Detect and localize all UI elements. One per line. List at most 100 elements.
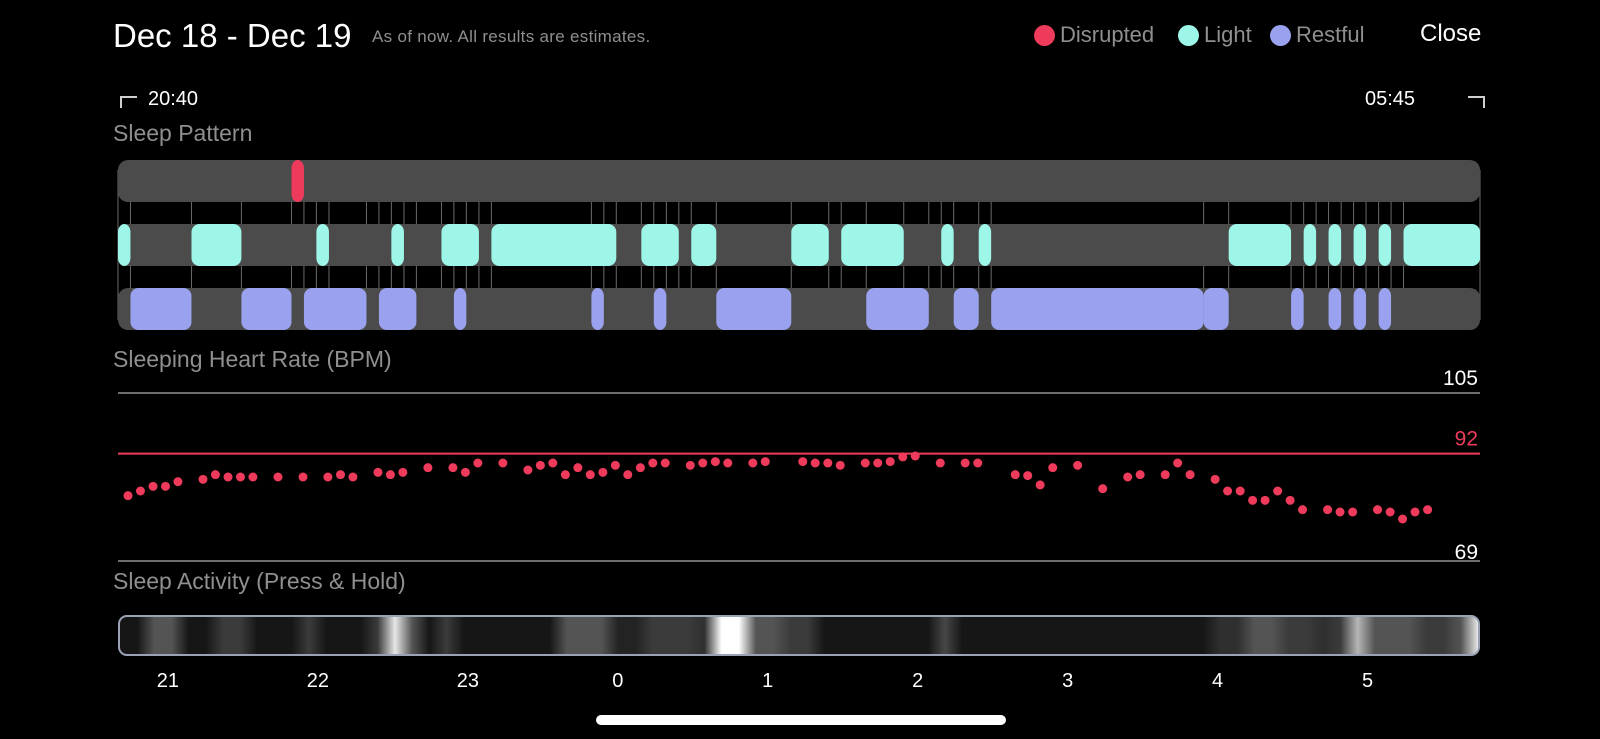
heart-rate-point (1248, 495, 1258, 505)
x-tick-label: 0 (612, 670, 624, 692)
heart-rate-point (810, 458, 820, 468)
heart-rate-point (460, 467, 470, 477)
restful-segment (953, 288, 979, 330)
x-tick-label: 4 (1212, 670, 1224, 692)
heart-rate-point (535, 460, 545, 470)
heart-rate-point (1023, 471, 1033, 481)
heart-rate-point (560, 470, 570, 480)
heart-rate-point (748, 458, 758, 468)
heart-rate-point (973, 458, 983, 468)
heart-rate-point (248, 472, 258, 482)
restful-segment (241, 288, 292, 330)
heart-rate-point (1123, 472, 1133, 482)
heart-rate-point (1173, 458, 1183, 468)
legend-restful: Restful (1270, 22, 1364, 48)
sleep-activity-title: Sleep Activity (Press & Hold) (113, 568, 406, 594)
heart-rate-point (860, 458, 870, 468)
heart-rate-title: Sleeping Heart Rate (BPM) (113, 346, 392, 372)
heart-rate-point (960, 458, 970, 468)
light-segment (1353, 224, 1367, 266)
heart-rate-point (1010, 470, 1020, 480)
heart-rate-point (660, 458, 670, 468)
avg-label: 92 (1455, 428, 1478, 451)
heart-rate-point (198, 474, 208, 484)
heart-rate-point (635, 463, 645, 473)
disrupted-segment (291, 160, 304, 202)
heart-rate-point (423, 463, 433, 473)
heart-rate-point (1135, 470, 1145, 480)
light-segment (191, 224, 242, 266)
heart-rate-point (685, 460, 695, 470)
heart-rate-point (298, 472, 308, 482)
heart-rate-point (1285, 495, 1295, 505)
heart-rate-point (1335, 507, 1345, 517)
heart-rate-point (598, 467, 608, 477)
heart-rate-point (823, 458, 833, 468)
heart-rate-point (323, 472, 333, 482)
heart-rate-point (1035, 480, 1045, 490)
x-tick-label: 3 (1062, 670, 1074, 692)
heart-rate-point (698, 458, 708, 468)
x-tick-label: 2 (912, 670, 924, 692)
start-time: 20:40 (148, 88, 199, 110)
light-segment (641, 224, 679, 266)
heart-rate-point (1235, 486, 1245, 496)
x-tick-label: 22 (306, 670, 329, 692)
restful-segment (303, 288, 367, 330)
heart-rate-point (173, 477, 183, 487)
light-segment (491, 224, 617, 266)
home-indicator[interactable] (596, 715, 1006, 725)
end-time: 05:45 (1365, 88, 1416, 110)
restful-segment (1328, 288, 1342, 330)
heart-rate-point (648, 458, 658, 468)
legend-label: Restful (1296, 22, 1365, 47)
heart-rate-point (473, 458, 483, 468)
heart-rate-point (1385, 507, 1395, 517)
max-label: 105 (1443, 367, 1478, 390)
heart-rate-point (1210, 474, 1220, 484)
heart-rate-point (885, 457, 895, 467)
heart-rate-point (1398, 514, 1408, 524)
restful-segment (1378, 288, 1392, 330)
min-label: 69 (1455, 541, 1478, 564)
sleep-activity-strip[interactable] (118, 615, 1480, 656)
heart-rate-point (710, 457, 720, 467)
legend-label: Light (1204, 22, 1252, 47)
heart-rate-point (935, 458, 945, 468)
light-dot-icon (1178, 24, 1199, 46)
heart-rate-point (1160, 470, 1170, 480)
light-segment (941, 224, 954, 266)
heart-rate-point (623, 470, 633, 480)
heart-rate-point (1098, 484, 1108, 494)
heart-rate-point (798, 457, 808, 467)
heart-rate-point (1048, 463, 1058, 473)
restful-segment (1353, 288, 1367, 330)
light-segment (441, 224, 479, 266)
heart-rate-point (398, 467, 408, 477)
heart-rate-point (610, 460, 620, 470)
restful-segment (991, 288, 1204, 330)
restful-segment (591, 288, 604, 330)
heart-rate-point (760, 457, 770, 467)
heart-rate-point (523, 465, 533, 475)
light-segment (791, 224, 829, 266)
heart-rate-point (373, 467, 383, 477)
heart-rate-point (573, 463, 583, 473)
restful-segment (130, 288, 192, 330)
heart-rate-point (385, 470, 395, 480)
close-button[interactable]: Close (1420, 20, 1482, 47)
heart-rate-point (585, 470, 595, 480)
legend-label: Disrupted (1060, 22, 1155, 47)
heart-rate-point (898, 452, 908, 462)
heart-rate-point (1348, 507, 1358, 517)
heart-rate-point (1073, 460, 1083, 470)
heart-rate-point (1223, 486, 1233, 496)
heart-rate-point (548, 458, 558, 468)
heart-rate-point (873, 458, 883, 468)
restful-segment (453, 288, 467, 330)
heart-rate-point (235, 472, 245, 482)
light-segment (691, 224, 717, 266)
heart-rate-point (835, 460, 845, 470)
